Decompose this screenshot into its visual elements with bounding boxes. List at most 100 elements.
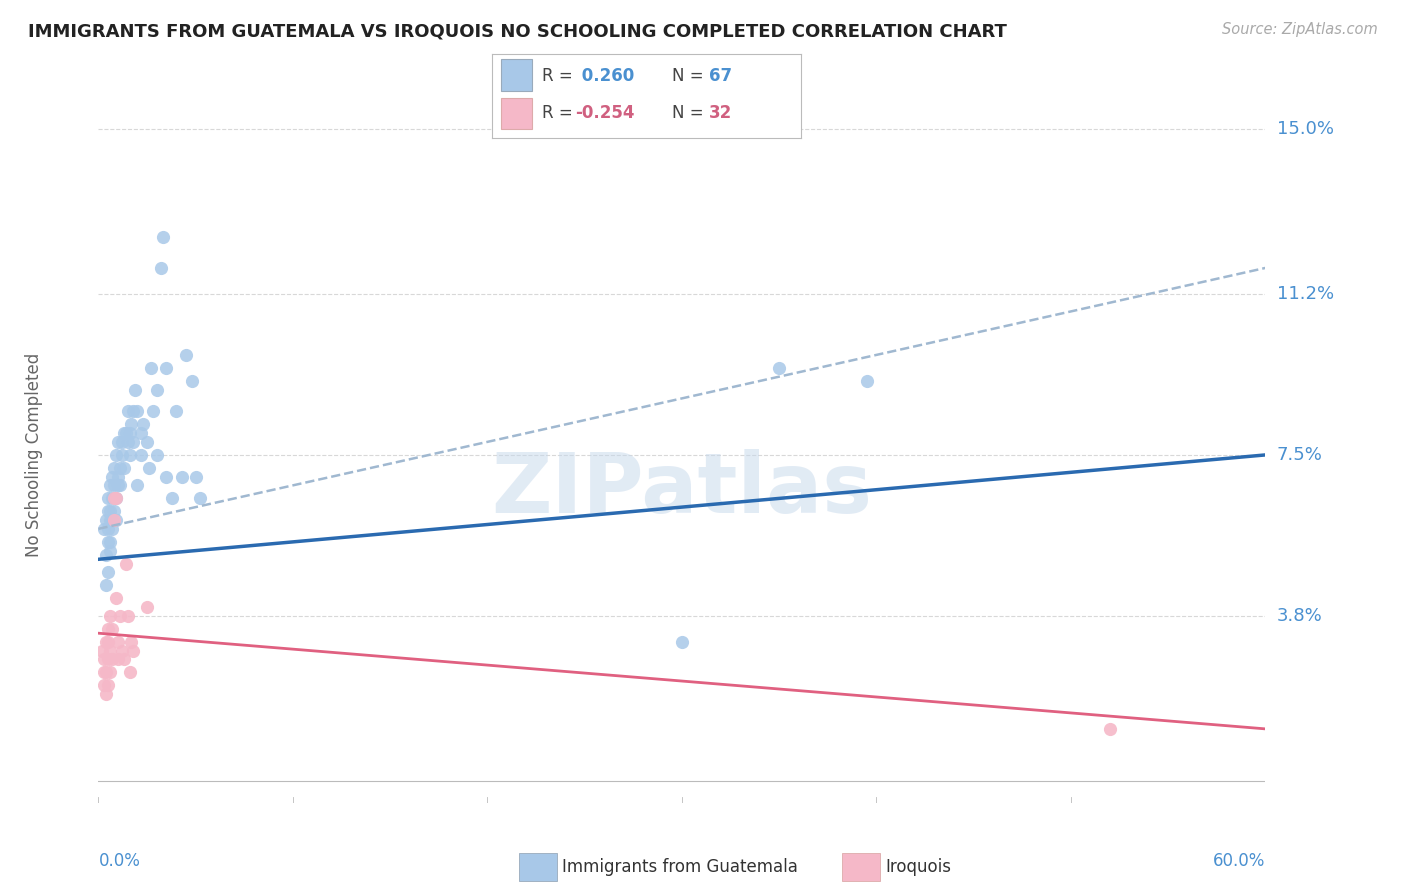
Point (117, 608, 139, 623)
Point (104, 491, 127, 506)
Point (155, 469, 177, 483)
Text: Immigrants from Guatemala: Immigrants from Guatemala (562, 858, 799, 876)
Point (104, 448, 127, 462)
Point (118, 426, 141, 441)
Text: N =: N = (672, 67, 709, 85)
Point (165, 404, 187, 418)
Point (101, 491, 124, 506)
Point (103, 478, 125, 492)
Point (114, 557, 136, 571)
Text: 15.0%: 15.0% (1277, 120, 1333, 137)
Point (98, 513, 121, 527)
Point (104, 491, 127, 506)
Point (174, 348, 197, 362)
Point (96, 687, 118, 701)
Text: N =: N = (672, 103, 709, 122)
Point (98, 478, 121, 492)
Point (108, 478, 131, 492)
Text: -0.254: -0.254 (575, 103, 636, 122)
Point (138, 461, 160, 475)
Point (122, 434, 145, 449)
FancyBboxPatch shape (502, 97, 533, 129)
Point (121, 635, 143, 649)
Point (96, 665, 118, 680)
Point (112, 426, 135, 441)
Point (97, 635, 120, 649)
Point (101, 652, 124, 666)
Text: Source: ZipAtlas.com: Source: ZipAtlas.com (1222, 22, 1378, 37)
Point (127, 404, 149, 418)
Point (108, 461, 131, 475)
Point (98, 543, 121, 558)
Point (139, 361, 162, 376)
Point (96, 578, 118, 592)
Point (93, 652, 115, 666)
Point (97, 622, 120, 636)
Point (98, 643, 121, 657)
Point (1098, 722, 1121, 736)
Point (124, 383, 146, 397)
Point (98, 608, 121, 623)
Text: 0.0%: 0.0% (98, 852, 141, 870)
Text: 7.5%: 7.5% (1277, 446, 1323, 464)
Point (142, 404, 165, 418)
Point (101, 622, 124, 636)
Point (97, 491, 120, 506)
Point (96, 635, 118, 649)
Point (101, 522, 124, 536)
Text: ZIPatlas: ZIPatlas (492, 450, 872, 530)
Point (103, 461, 125, 475)
Point (170, 469, 193, 483)
Point (101, 469, 124, 483)
Point (93, 522, 115, 536)
Text: 32: 32 (709, 103, 733, 122)
Text: 3.8%: 3.8% (1277, 607, 1322, 624)
Point (149, 260, 172, 275)
Point (122, 643, 145, 657)
Point (121, 417, 143, 432)
Text: R =: R = (541, 67, 578, 85)
Point (768, 361, 790, 376)
Point (146, 383, 169, 397)
Text: No Schooling Completed: No Schooling Completed (25, 353, 44, 557)
Point (671, 635, 693, 649)
Point (93, 678, 115, 692)
Text: R =: R = (541, 103, 578, 122)
Point (112, 461, 135, 475)
Point (93, 665, 115, 680)
Point (107, 635, 129, 649)
Point (188, 491, 211, 506)
Point (107, 652, 129, 666)
Point (103, 504, 125, 518)
Text: 11.2%: 11.2% (1277, 285, 1334, 303)
Point (104, 513, 127, 527)
Point (97, 566, 120, 580)
Point (155, 361, 177, 376)
Point (114, 426, 136, 441)
Point (111, 434, 134, 449)
Point (111, 643, 134, 657)
Point (96, 548, 118, 562)
Text: IMMIGRANTS FROM GUATEMALA VS IROQUOIS NO SCHOOLING COMPLETED CORRELATION CHART: IMMIGRANTS FROM GUATEMALA VS IROQUOIS NO… (28, 22, 1007, 40)
Point (96, 513, 118, 527)
Point (855, 374, 877, 388)
Point (108, 608, 131, 623)
Point (98, 504, 121, 518)
Point (98, 534, 121, 549)
Point (152, 230, 174, 244)
Point (107, 469, 129, 483)
Point (118, 448, 141, 462)
Point (129, 426, 152, 441)
Point (103, 491, 125, 506)
Point (97, 678, 120, 692)
Text: Iroquois: Iroquois (886, 858, 952, 876)
Text: 67: 67 (709, 67, 731, 85)
Point (97, 504, 120, 518)
Text: 0.260: 0.260 (575, 67, 634, 85)
Point (136, 434, 159, 449)
Point (129, 448, 152, 462)
Point (101, 513, 124, 527)
Point (180, 374, 202, 388)
Point (118, 665, 141, 680)
Point (117, 434, 139, 449)
